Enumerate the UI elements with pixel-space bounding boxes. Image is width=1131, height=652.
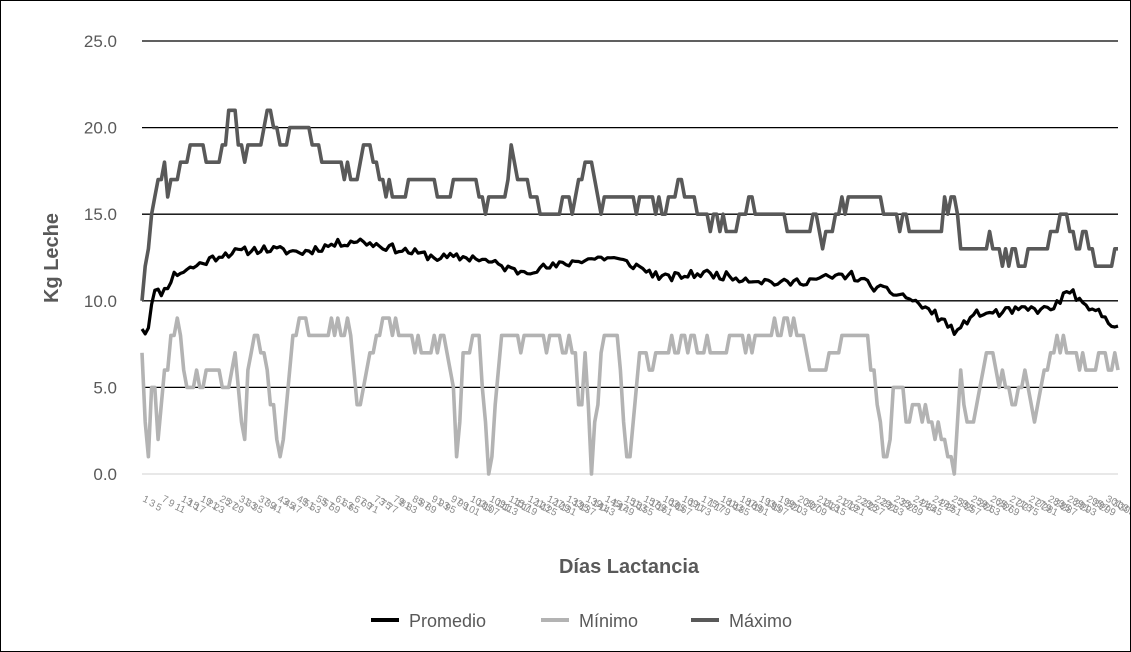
x-tick-label: 77	[385, 502, 400, 517]
x-tick-label: 27	[224, 498, 239, 513]
x-tick-label: 29	[231, 502, 246, 517]
x-tick-label: 15	[186, 498, 201, 513]
x-tick-label: 83	[404, 502, 419, 517]
legend-item: Mínimo	[541, 611, 638, 631]
legend-label: Mínimo	[579, 611, 638, 631]
x-tick-label: 21	[205, 498, 220, 513]
x-tick-label: 49	[295, 494, 310, 509]
x-tick-label: 67	[353, 494, 368, 509]
x-tick-label: 73	[372, 494, 387, 509]
x-tick-label: 89	[423, 502, 438, 517]
x-tick-label: 17	[192, 502, 207, 517]
y-tick-label: 0.0	[93, 465, 117, 484]
series-line-minimo	[140, 316, 1120, 476]
x-tick-label: 13	[179, 494, 194, 509]
x-tick-label: 19	[199, 494, 214, 509]
x-tick-label: 45	[282, 498, 297, 513]
x-tick-label: 53	[308, 502, 323, 517]
x-tick-label: 95	[443, 502, 458, 517]
y-tick-label: 20.0	[84, 119, 117, 138]
gridlines	[142, 40, 1118, 475]
series-line-maximo	[140, 108, 1118, 301]
x-tick-label: 11	[173, 502, 187, 517]
series-lines	[140, 108, 1120, 476]
legend: Promedio Mínimo Máximo	[371, 611, 792, 631]
y-tick-label: 5.0	[93, 378, 117, 397]
legend-item: Promedio	[371, 611, 486, 631]
x-tick-label: 75	[378, 498, 393, 513]
y-tick-label: 15.0	[84, 205, 117, 224]
x-tick-label: 31	[237, 494, 252, 509]
x-tick-label: 3	[147, 498, 157, 511]
x-tick-label: 81	[398, 498, 413, 513]
x-tick-label: 25	[218, 494, 233, 509]
x-tick-label: 9	[166, 498, 176, 511]
x-tick-label: 79	[391, 494, 406, 509]
x-tick-label: 63	[340, 498, 355, 513]
y-tick-label: 10.0	[84, 292, 117, 311]
legend-label: Máximo	[729, 611, 792, 631]
x-tick-label: 55	[314, 494, 329, 509]
x-tick-label: 39	[263, 498, 278, 513]
legend-item: Máximo	[691, 611, 792, 631]
x-tick-label: 23	[211, 502, 226, 517]
x-tick-label: 61	[333, 494, 348, 509]
y-axis-title: Kg Leche	[41, 213, 63, 303]
x-tick-label: 43	[276, 494, 291, 509]
x-tick-label: 91	[430, 494, 445, 509]
x-tick-label: 47	[288, 502, 303, 517]
x-tick-label: 69	[359, 498, 374, 513]
x-tick-label: 65	[346, 502, 361, 517]
x-tick-label: 35	[250, 502, 265, 517]
x-tick-label: 93	[436, 498, 451, 513]
x-tick-label: 51	[301, 498, 316, 513]
x-tick-label: 57	[321, 498, 336, 513]
x-axis-title: Días Lactancia	[559, 556, 700, 578]
x-tick-label: 99	[455, 498, 470, 513]
x-axis-ticks: 1357911131517192123252729313335373941434…	[141, 494, 1130, 519]
x-tick-label: 85	[410, 494, 425, 509]
x-tick-label: 1	[141, 494, 151, 507]
y-tick-label: 25.0	[84, 32, 117, 51]
x-tick-label: 59	[327, 502, 342, 517]
x-tick-label: 7	[160, 494, 170, 507]
x-tick-label: 87	[417, 498, 432, 513]
y-axis-ticks: 0.0 5.0 10.0 15.0 20.0 25.0	[84, 32, 117, 484]
x-tick-label: 5	[154, 502, 164, 515]
x-tick-label: 41	[269, 502, 284, 517]
x-tick-label: 71	[365, 502, 380, 517]
series-line-promedio	[140, 237, 1119, 336]
x-tick-label: 33	[243, 498, 258, 513]
x-tick-label: 97	[449, 494, 464, 509]
legend-label: Promedio	[409, 611, 486, 631]
x-tick-label: 37	[256, 494, 271, 509]
